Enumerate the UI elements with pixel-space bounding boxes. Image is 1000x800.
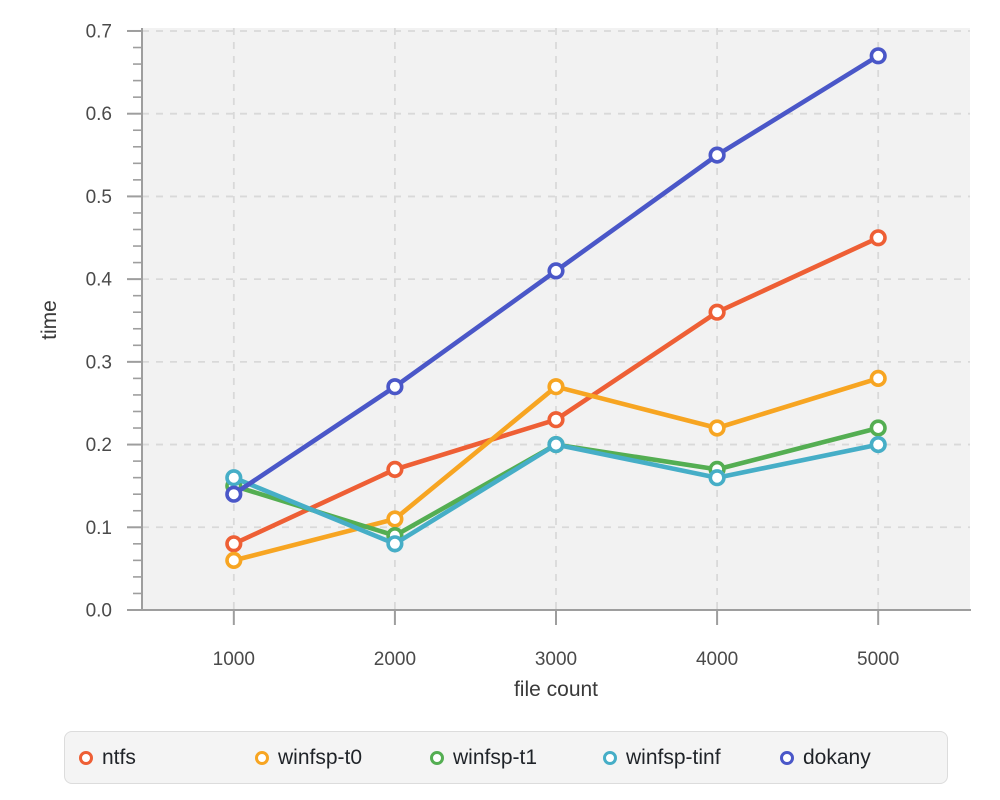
marker-winfsp-t0 bbox=[386, 510, 404, 528]
legend-item-ntfs: ntfs bbox=[79, 746, 136, 770]
legend-marker-dokany bbox=[780, 750, 794, 765]
marker-dokany bbox=[708, 146, 726, 164]
y-tick-label: 0.5 bbox=[86, 187, 112, 208]
x-axis-label: file count bbox=[513, 678, 599, 701]
marker-ntfs bbox=[547, 411, 565, 429]
y-tick-label: 0.2 bbox=[86, 435, 112, 456]
marker-winfsp-tinf bbox=[547, 436, 565, 454]
legend-item-winfsp-t0: winfsp-t0 bbox=[255, 746, 362, 770]
legend-label: winfsp-tinf bbox=[626, 745, 721, 769]
marker-ntfs bbox=[225, 535, 243, 553]
marker-winfsp-tinf bbox=[386, 535, 404, 553]
x-tick-label: 1000 bbox=[213, 649, 255, 670]
marker-winfsp-t0 bbox=[225, 551, 243, 570]
legend-label: dokany bbox=[803, 745, 871, 769]
marker-dokany bbox=[869, 47, 887, 65]
marker-ntfs bbox=[386, 460, 404, 479]
x-tick-label: 3000 bbox=[535, 649, 577, 670]
legend-item-winfsp-t1: winfsp-t1 bbox=[430, 746, 537, 770]
legend-marker-winfsp-tinf bbox=[603, 750, 617, 765]
marker-dokany bbox=[547, 262, 565, 280]
marker-winfsp-tinf bbox=[225, 469, 243, 487]
marker-winfsp-tinf bbox=[708, 469, 726, 487]
marker-winfsp-t0 bbox=[547, 378, 565, 396]
marker-winfsp-t0 bbox=[708, 419, 726, 437]
marker-winfsp-t0 bbox=[869, 369, 887, 388]
legend-item-winfsp-tinf: winfsp-tinf bbox=[603, 746, 721, 770]
marker-dokany bbox=[386, 378, 404, 396]
line-chart: 0.0 0.1 0.2 0.3 0.4 0.5 0.6 0.7 1000 2000 3000 4000… bbox=[86, 21, 971, 670]
marker-ntfs bbox=[869, 229, 887, 247]
legend-label: ntfs bbox=[102, 745, 136, 769]
legend-label: winfsp-t0 bbox=[278, 745, 363, 769]
x-tick-label: 2000 bbox=[374, 649, 416, 670]
marker-dokany bbox=[225, 485, 243, 503]
y-tick-label: 0.6 bbox=[86, 104, 112, 125]
legend-marker-ntfs bbox=[79, 750, 93, 765]
plot-background bbox=[142, 28, 970, 610]
y-tick-label: 0.3 bbox=[86, 352, 112, 373]
legend-label: winfsp-t1 bbox=[453, 745, 538, 769]
x-tick-label: 5000 bbox=[857, 649, 899, 670]
y-tick-label: 0.0 bbox=[86, 601, 112, 622]
y-tick-label: 0.7 bbox=[86, 21, 112, 42]
legend-item-dokany: dokany bbox=[780, 746, 871, 770]
y-tick-label: 0.4 bbox=[86, 270, 113, 291]
marker-winfsp-t1 bbox=[869, 419, 887, 437]
marker-winfsp-tinf bbox=[869, 436, 887, 454]
legend-marker-winfsp-t0 bbox=[255, 750, 269, 765]
x-tick-label: 4000 bbox=[696, 649, 738, 670]
legend-box: ntfs winfsp-t0 winfsp-t1 winfsp-tinf dokany bbox=[64, 731, 948, 784]
marker-ntfs bbox=[708, 303, 726, 321]
y-tick-label: 0.1 bbox=[86, 518, 112, 539]
legend-marker-winfsp-t1 bbox=[430, 750, 444, 765]
y-axis-label: time bbox=[38, 300, 61, 340]
